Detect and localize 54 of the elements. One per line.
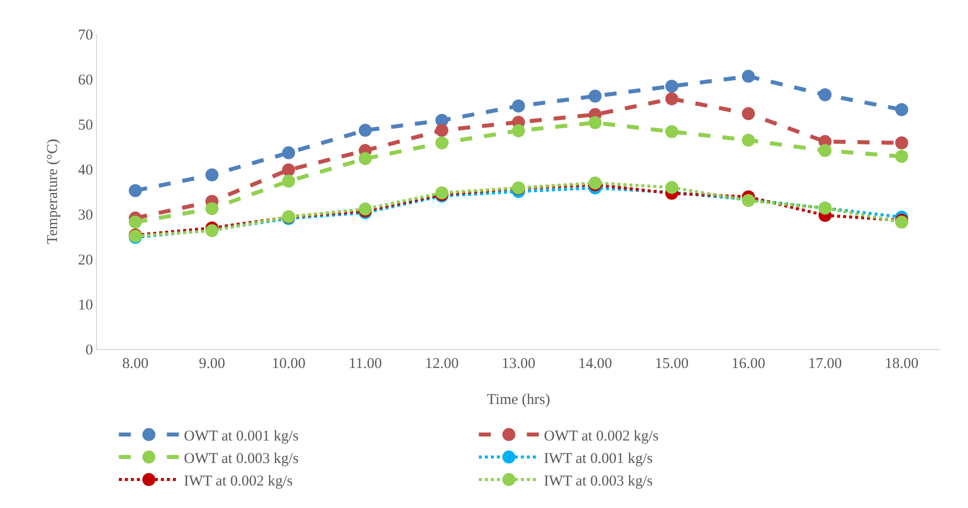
point bbox=[512, 124, 525, 138]
x-tick-label: 13.00 bbox=[502, 356, 536, 372]
point bbox=[665, 92, 678, 106]
point bbox=[282, 146, 296, 160]
y-tick-label: 50 bbox=[78, 117, 93, 134]
legend-label: OWT at 0.001 kg/s bbox=[184, 428, 299, 444]
point bbox=[665, 80, 678, 93]
y-tick-label: 40 bbox=[78, 162, 93, 178]
point bbox=[588, 116, 602, 130]
point bbox=[512, 100, 525, 112]
point bbox=[205, 202, 218, 216]
y-tick-label: 10 bbox=[78, 297, 93, 314]
y-tick-label: 30 bbox=[78, 207, 93, 224]
point bbox=[128, 216, 142, 229]
point bbox=[742, 70, 755, 83]
x-tick-label: 8.00 bbox=[122, 356, 148, 372]
point bbox=[128, 184, 142, 198]
point bbox=[742, 134, 755, 147]
point bbox=[435, 136, 448, 150]
point bbox=[665, 125, 678, 138]
point bbox=[818, 88, 832, 102]
point bbox=[665, 180, 678, 194]
x-tick-label: 15.00 bbox=[654, 356, 689, 372]
x-tick-label: 14.00 bbox=[578, 356, 612, 372]
x-tick-label: 17.00 bbox=[808, 356, 842, 372]
x-axis-title: Time (hrs) bbox=[486, 392, 550, 408]
y-tick-label: 20 bbox=[78, 252, 93, 268]
legend-label: IWT at 0.001 kg/s bbox=[544, 450, 653, 467]
point bbox=[358, 124, 372, 137]
point bbox=[742, 107, 755, 120]
legend-label: OWT at 0.002 kg/s bbox=[544, 428, 659, 444]
point bbox=[282, 174, 296, 188]
y-tick-label: 60 bbox=[78, 72, 93, 88]
legend-label: IWT at 0.002 kg/s bbox=[184, 473, 293, 490]
x-tick-label: 11.00 bbox=[348, 356, 382, 372]
x-tick-label: 16.00 bbox=[732, 356, 766, 372]
point bbox=[282, 163, 296, 176]
y-tick-label: 0 bbox=[86, 342, 93, 358]
y-axis-title: Temperature (°C) bbox=[45, 138, 61, 244]
y-tick-label: 70 bbox=[78, 27, 93, 44]
point bbox=[205, 168, 218, 182]
x-tick-label: 18.00 bbox=[884, 356, 919, 372]
x-tick-label: 12.00 bbox=[424, 356, 459, 372]
point bbox=[895, 150, 908, 163]
legend-label: IWT at 0.003 kg/s bbox=[544, 473, 653, 490]
point bbox=[435, 124, 448, 137]
x-tick-label: 9.00 bbox=[198, 356, 226, 372]
x-tick-label: 10.00 bbox=[272, 356, 306, 372]
legend-label: OWT at 0.003 kg/s bbox=[184, 450, 299, 467]
point bbox=[818, 144, 832, 158]
point bbox=[358, 152, 372, 166]
point bbox=[895, 136, 908, 150]
point bbox=[588, 90, 602, 103]
point bbox=[895, 103, 908, 116]
